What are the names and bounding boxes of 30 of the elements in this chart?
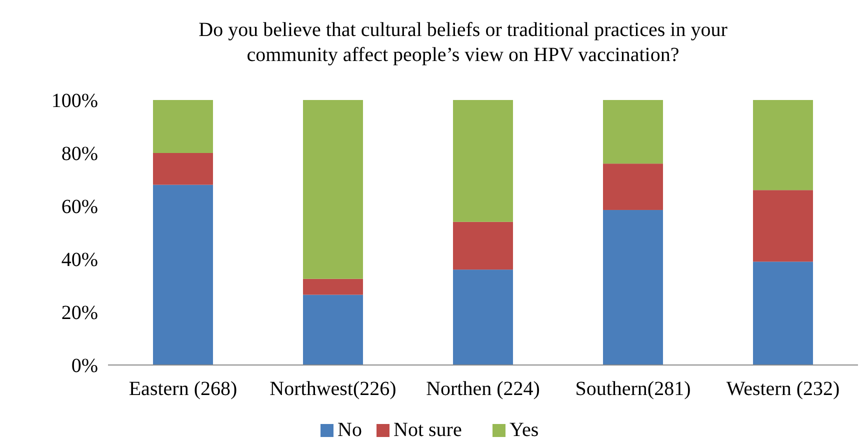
chart-title: Do you believe that cultural beliefs or traditional practices in your community affect people’s view on HPV vaccination? [198,19,728,66]
bar [603,164,663,210]
y-tick-label: 100% [51,90,98,112]
bar [753,190,813,262]
bar [603,100,663,164]
bar [153,153,213,185]
bar [153,100,213,153]
bar [603,210,663,365]
bar [303,294,363,365]
legend-label: Yes [510,419,539,440]
bar [753,100,813,190]
bar [453,222,513,270]
y-tick-label: 80% [61,143,98,165]
x-tick-label: Eastern (268) [128,378,238,400]
legend-label: Not sure [394,419,462,440]
x-tick-label: Western (232) [726,378,840,400]
y-tick-label: 0% [71,355,98,377]
x-tick-label: Southern(281) [575,378,691,400]
x-tick-label: Northen (224) [426,378,540,400]
legend-label: No [338,419,362,440]
bar [453,270,513,365]
bar [303,100,363,279]
y-tick-label: 40% [61,249,98,271]
y-tick-label: 20% [61,302,98,324]
bar [153,184,213,365]
bar [753,262,813,365]
bar [453,100,513,222]
y-tick-label: 60% [61,196,98,218]
x-tick-label: Northwest(226) [270,378,396,400]
bar [303,278,363,295]
